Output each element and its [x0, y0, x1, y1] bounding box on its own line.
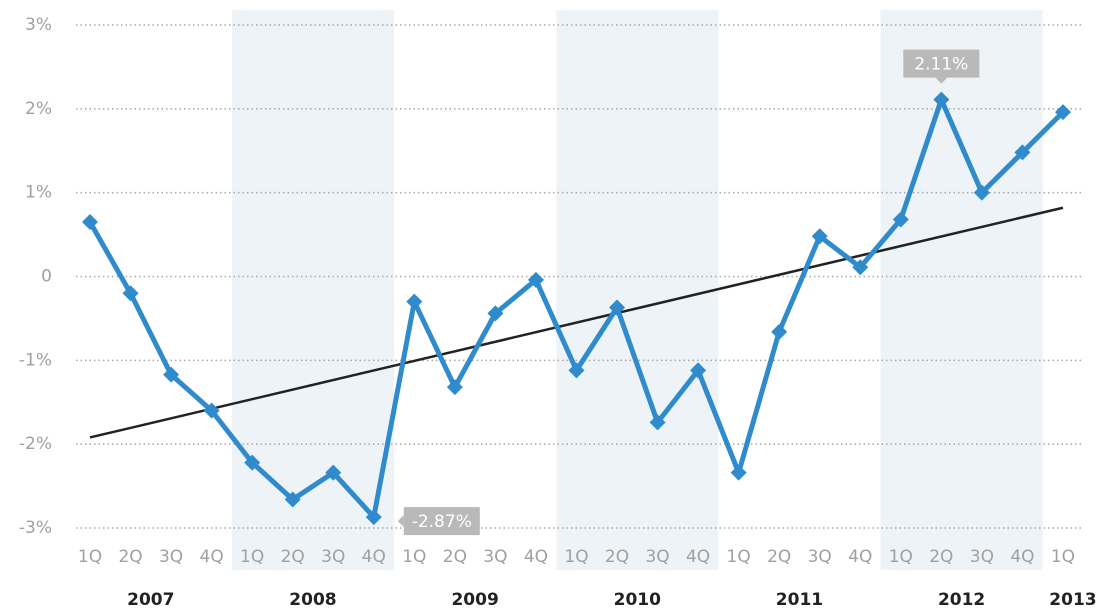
x-tick-label: 3Q: [159, 547, 183, 567]
x-tick-label: 2Q: [929, 547, 953, 567]
data-point: [244, 454, 261, 471]
data-point: [284, 491, 301, 508]
data-point: [325, 464, 342, 481]
x-tick-label: 2Q: [605, 547, 629, 567]
y-tick-label: -3%: [19, 518, 52, 538]
x-tick-label: 2Q: [281, 547, 305, 567]
x-tick-label: 2Q: [767, 547, 791, 567]
x-tick-label: 4Q: [362, 547, 386, 567]
background: [231, 10, 1043, 570]
data-point: [82, 214, 98, 231]
year-label: 2012: [938, 590, 985, 610]
data-point: [122, 285, 139, 302]
value-label-box: [903, 49, 980, 78]
x-tick-label: 2Q: [443, 547, 467, 567]
value-label-text: -2.87%: [412, 512, 472, 532]
data-point: [811, 228, 828, 245]
data-point: [892, 211, 909, 228]
data-point: [933, 91, 950, 108]
data-point: [771, 323, 788, 340]
grid: [76, 24, 1082, 529]
x-tick-label: 4Q: [200, 547, 224, 567]
data-point: [1014, 144, 1031, 161]
value-label: 2.11%: [903, 49, 980, 84]
y-tick-label: 1%: [25, 183, 52, 203]
x-tick-label: 3Q: [645, 547, 669, 567]
data-point: [203, 402, 220, 419]
x-tick-label: 3Q: [483, 547, 507, 567]
data-point: [973, 184, 990, 201]
x-tick-label: 4Q: [848, 547, 872, 567]
data-point: [163, 366, 180, 383]
x-tick-label: 4Q: [1010, 547, 1034, 567]
value-label-box: [403, 507, 480, 536]
data-point: [446, 379, 463, 396]
year-band: [880, 10, 1043, 570]
data-point: [487, 305, 504, 322]
y-tick-label: 2%: [25, 99, 52, 119]
x-tick-label: 4Q: [524, 547, 548, 567]
data-point: [649, 414, 666, 431]
x-tick-label: 4Q: [686, 547, 710, 567]
year-label: 2013: [1049, 590, 1096, 610]
data-point: [365, 509, 382, 526]
data-point: [730, 464, 747, 481]
x-tick-label: 1Q: [564, 547, 588, 567]
x-tick-label: 1Q: [727, 547, 751, 567]
value-label-pointer: [397, 515, 404, 528]
year-label: 2008: [289, 590, 336, 610]
x-tick-label: 3Q: [808, 547, 832, 567]
y-tick-label: -1%: [19, 350, 52, 370]
year-band: [231, 10, 395, 570]
data-point: [568, 362, 585, 379]
value-label: -2.87%: [397, 507, 480, 536]
year-label: 2011: [776, 590, 823, 610]
data-point: [609, 299, 626, 316]
value-label-text: 2.11%: [914, 55, 968, 75]
data-point: [527, 271, 544, 288]
x-tick-label: 1Q: [240, 547, 264, 567]
x-tick-label: 2Q: [118, 547, 142, 567]
y-tick-label: -2%: [19, 434, 52, 454]
year-label: 2010: [614, 590, 661, 610]
data-point: [1054, 104, 1071, 121]
x-tick-label: 1Q: [402, 547, 426, 567]
year-label: 2009: [451, 590, 498, 610]
x-tick-label: 1Q: [1051, 547, 1075, 567]
trend-line: [89, 206, 1064, 439]
y-tick-label: 0: [41, 267, 52, 287]
value-label-pointer: [935, 77, 948, 84]
x-tick-label: 1Q: [889, 547, 913, 567]
year-band: [556, 10, 719, 570]
year-label: 2007: [127, 590, 174, 610]
x-tick-label: 3Q: [321, 547, 345, 567]
x-tick-label: 3Q: [970, 547, 994, 567]
data-point: [852, 259, 869, 276]
y-tick-label: 3%: [25, 15, 52, 35]
data-point: [406, 293, 423, 310]
data-point: [690, 362, 707, 379]
x-tick-label: 1Q: [78, 547, 102, 567]
